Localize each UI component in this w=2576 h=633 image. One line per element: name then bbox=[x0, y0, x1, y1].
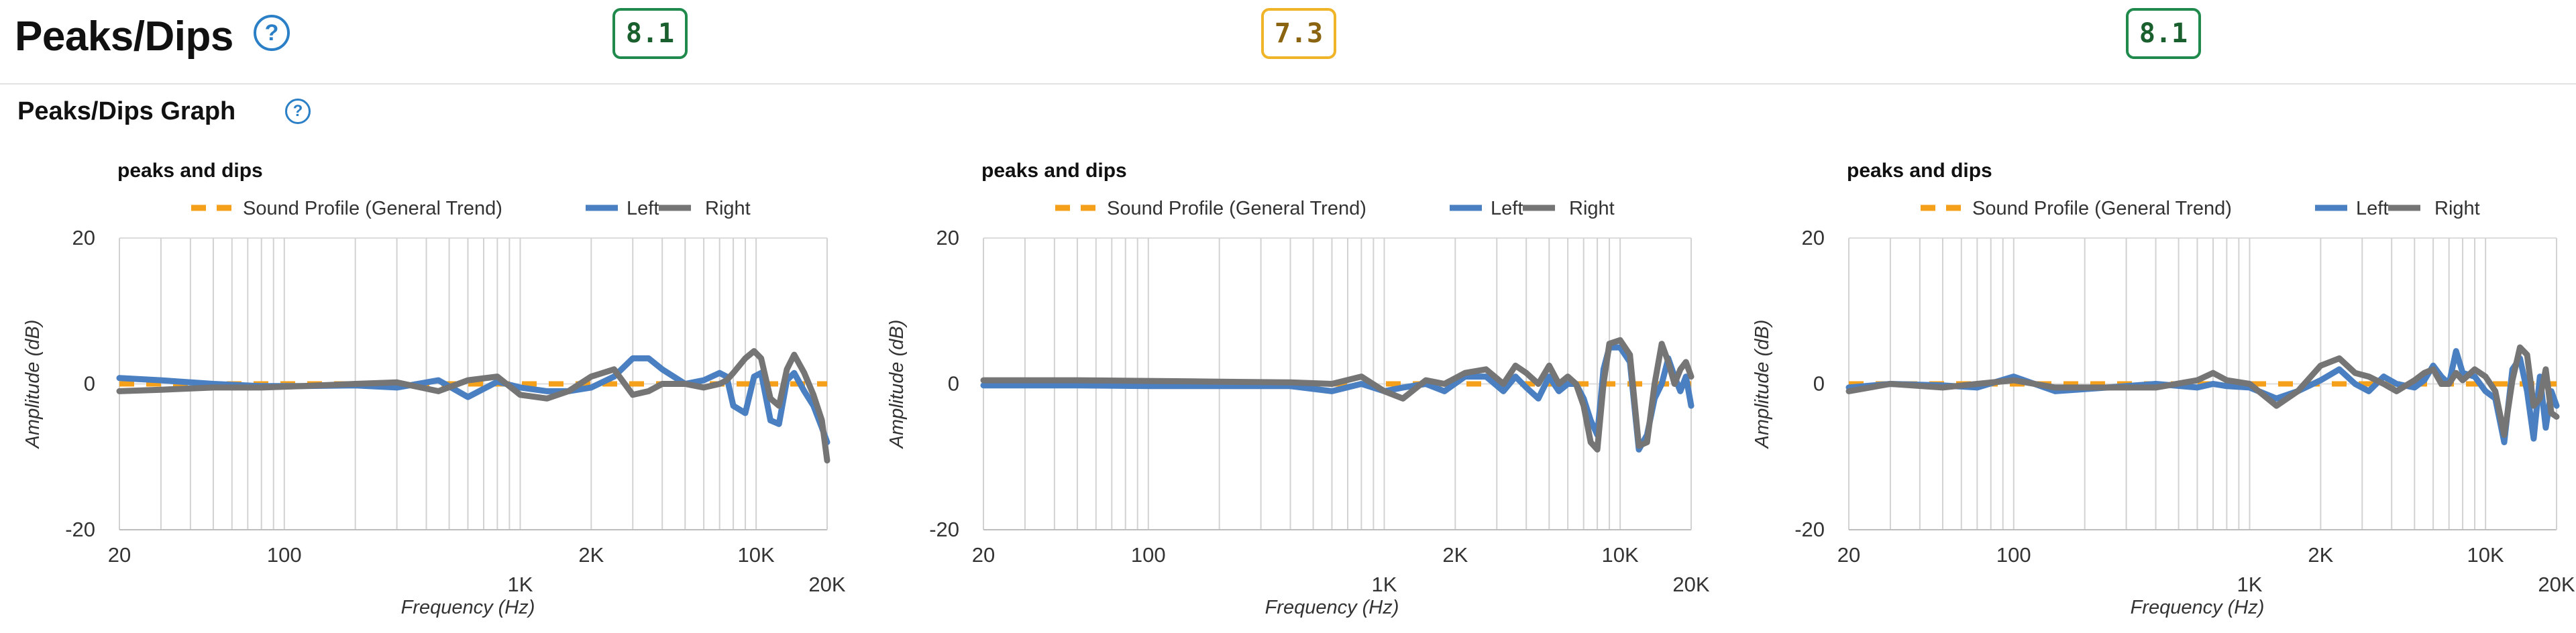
chart-legend: Sound Profile (General Trend) Left Right bbox=[191, 198, 751, 219]
chart-2: peaks and dips Sound Profile (General Tre… bbox=[886, 160, 1710, 618]
y-tick-label: 20 bbox=[1802, 226, 1825, 249]
y-tick-label: 20 bbox=[72, 226, 95, 249]
legend-label: Right bbox=[705, 198, 751, 219]
x-tick-label: 20 bbox=[972, 543, 995, 567]
x-tick-label: 10K bbox=[2467, 543, 2504, 567]
chart-legend: Sound Profile (General Trend) Left Right bbox=[1921, 198, 2480, 219]
score-badge-3: 8.1 bbox=[2126, 8, 2201, 59]
x-tick-label: 1K bbox=[1372, 573, 1397, 596]
legend-label: Left bbox=[2356, 198, 2388, 219]
chart-title: peaks and dips bbox=[117, 160, 263, 182]
question-circle-icon[interactable]: ? bbox=[285, 99, 311, 124]
x-tick-label: 20K bbox=[2538, 573, 2575, 596]
chart-title: peaks and dips bbox=[981, 160, 1127, 182]
legend-label: Left bbox=[627, 198, 659, 219]
header: Peaks/Dips ? 8.1 7.3 8.1 bbox=[0, 0, 2576, 84]
x-tick-label: 100 bbox=[1131, 543, 1166, 567]
chart-series bbox=[980, 337, 1695, 453]
y-axis-label: Amplitude (dB) bbox=[22, 320, 44, 450]
series-line-right bbox=[1845, 344, 2560, 439]
legend-label: Sound Profile (General Trend) bbox=[1972, 198, 2232, 219]
chart-series bbox=[1845, 344, 2560, 445]
x-tick-label: 1K bbox=[508, 573, 533, 596]
chart-1: peaks and dips Sound Profile (General Tre… bbox=[22, 160, 846, 618]
chart-title: peaks and dips bbox=[1847, 160, 1992, 182]
section-title: Peaks/Dips Graph bbox=[17, 97, 236, 125]
y-tick-label: 0 bbox=[1813, 372, 1825, 396]
x-tick-label: 2K bbox=[2308, 543, 2333, 567]
legend-label: Left bbox=[1491, 198, 1523, 219]
y-tick-label: -20 bbox=[1794, 518, 1825, 541]
y-tick-label: -20 bbox=[929, 518, 959, 541]
x-axis-label: Frequency (Hz) bbox=[2131, 597, 2265, 618]
x-tick-label: 10K bbox=[1602, 543, 1639, 567]
page-title: Peaks/Dips bbox=[15, 13, 233, 60]
series-line-left bbox=[116, 355, 830, 445]
y-tick-label: 0 bbox=[948, 372, 959, 396]
x-axis-label: Frequency (Hz) bbox=[1265, 597, 1399, 618]
x-tick-label: 20 bbox=[1837, 543, 1860, 567]
y-tick-label: -20 bbox=[65, 518, 95, 541]
x-tick-label: 10K bbox=[738, 543, 775, 567]
y-tick-label: 0 bbox=[84, 372, 95, 396]
x-tick-label: 2K bbox=[578, 543, 604, 567]
x-tick-label: 100 bbox=[1996, 543, 2031, 567]
chart-3: peaks and dips Sound Profile (General Tre… bbox=[1752, 160, 2575, 618]
legend-label: Sound Profile (General Trend) bbox=[1107, 198, 1366, 219]
score-badge-1: 8.1 bbox=[612, 8, 688, 59]
legend-label: Sound Profile (General Trend) bbox=[243, 198, 502, 219]
legend-label: Right bbox=[2434, 198, 2480, 219]
score-badge-2: 7.3 bbox=[1261, 8, 1336, 59]
x-tick-label: 20K bbox=[808, 573, 845, 596]
x-tick-label: 20K bbox=[1672, 573, 1709, 596]
series-line-left bbox=[980, 344, 1695, 453]
y-axis-label: Amplitude (dB) bbox=[1752, 320, 1773, 450]
y-axis-label: Amplitude (dB) bbox=[886, 320, 908, 450]
series-line-right bbox=[116, 348, 830, 464]
x-axis-label: Frequency (Hz) bbox=[401, 597, 535, 618]
x-tick-label: 1K bbox=[2237, 573, 2263, 596]
x-tick-label: 20 bbox=[108, 543, 131, 567]
chart-legend: Sound Profile (General Trend) Left Right bbox=[1055, 198, 1615, 219]
x-tick-label: 100 bbox=[267, 543, 302, 567]
legend-label: Right bbox=[1569, 198, 1615, 219]
y-tick-label: 20 bbox=[936, 226, 959, 249]
question-circle-icon[interactable]: ? bbox=[254, 15, 290, 51]
x-tick-label: 2K bbox=[1442, 543, 1468, 567]
series-line-right bbox=[980, 337, 1695, 453]
chart-series bbox=[116, 348, 830, 464]
series-line-left bbox=[1845, 348, 2560, 445]
